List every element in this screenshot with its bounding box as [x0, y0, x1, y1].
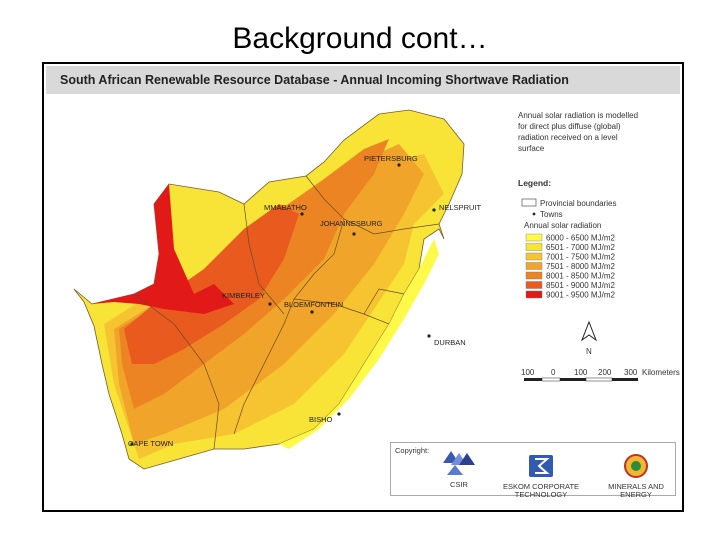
- legend-swatch: [525, 271, 543, 280]
- legend-class-label: 8001 - 8500 MJ/m2: [546, 272, 615, 281]
- town-mmabatho: MMABATHO: [264, 203, 307, 216]
- scale-unit: Kilometers: [642, 368, 680, 377]
- legend-class-row: 8001 - 8500 MJ/m2: [525, 271, 615, 281]
- provincial-boundaries: [133, 175, 440, 450]
- legend-class-row: 6000 - 6500 MJ/m2: [525, 233, 615, 243]
- zone-8501-9000: [124, 204, 299, 364]
- town-cape-town: CAPE TOWN: [128, 439, 173, 448]
- legend-class-label: 6501 - 7000 MJ/m2: [546, 243, 615, 252]
- legend-swatch: [525, 252, 543, 261]
- legend-class-row: 7501 - 8000 MJ/m2: [525, 262, 615, 271]
- legend-swatch: [525, 290, 543, 299]
- north-arrow-icon: N: [580, 320, 598, 356]
- description-line: Annual solar radiation is modelled: [518, 111, 638, 120]
- legend-class-label: 7501 - 8000 MJ/m2: [546, 262, 615, 271]
- description-line: surface: [518, 144, 545, 153]
- org-eskom: ESKOM CORPORATE TECHNOLOGY: [491, 445, 591, 507]
- town-kimberley: KIMBERLEY: [222, 291, 272, 306]
- town-label: BLOEMFONTEIN: [284, 300, 343, 309]
- legend-class-label: 8501 - 9000 MJ/m2: [546, 281, 615, 290]
- scale-tick: 0: [551, 368, 556, 377]
- zone-9001-9500: [92, 184, 234, 314]
- org-name: ESKOM CORPORATE TECHNOLOGY: [502, 482, 580, 499]
- solar-radiation-map: South African Renewable Resource Databas…: [42, 62, 684, 512]
- legend: Legend: Provincial boundaries Towns Annu…: [518, 178, 617, 300]
- legend-swatch: [525, 281, 543, 289]
- town-nelspruit: NELSPRUIT: [432, 203, 482, 212]
- scale-tick: 100: [574, 368, 588, 377]
- map-graphic: [73, 109, 465, 470]
- minerals-energy-logo-icon: [624, 454, 648, 478]
- copyright-box: Copyright: CSIR ESKOM CORPORATE TECHNOLO…: [390, 442, 676, 499]
- legend-provincial-boundaries: Provincial boundaries: [540, 199, 617, 208]
- eskom-logo-icon: [529, 455, 553, 477]
- org-minerals-energy: MINERALS AND ENERGY: [597, 445, 675, 507]
- map-description: Annual solar radiation is modelled for d…: [518, 111, 638, 153]
- town-bisho: BISHO: [309, 412, 341, 424]
- copyright-label: Copyright:: [395, 446, 430, 455]
- org-name: CSIR: [450, 480, 468, 489]
- town-label: BISHO: [309, 415, 333, 424]
- north-label: N: [586, 347, 592, 356]
- legend-class-label: 6000 - 6500 MJ/m2: [546, 234, 615, 243]
- legend-class-row: 8501 - 9000 MJ/m2: [525, 281, 615, 290]
- org-name: MINERALS AND ENERGY: [608, 482, 664, 499]
- town-pietersburg: PIETERSBURG: [364, 154, 418, 167]
- town-label: JOHANNESBURG: [320, 219, 383, 228]
- town-label: CAPE TOWN: [128, 439, 173, 448]
- csir-logo-icon: [443, 451, 475, 475]
- town-johannesburg: JOHANNESBURG: [320, 219, 383, 236]
- scale-tick: 100: [521, 368, 535, 377]
- slide-title: Background cont…: [232, 22, 488, 55]
- town-label: MMABATHO: [264, 203, 307, 212]
- scale-tick: 300: [624, 368, 638, 377]
- scale-tick: 200: [598, 368, 612, 377]
- town-durban: DURBAN: [427, 334, 466, 347]
- legend-swatch: [525, 243, 543, 251]
- description-line: for direct plus diffuse (global): [518, 122, 621, 131]
- legend-class-row: 6501 - 7000 MJ/m2: [525, 243, 615, 252]
- town-label: PIETERSBURG: [364, 154, 418, 163]
- towns-swatch: [532, 212, 536, 216]
- legend-towns: Towns: [540, 210, 563, 219]
- legend-class-label: 9001 - 9500 MJ/m2: [546, 291, 615, 300]
- legend-class-row: 9001 - 9500 MJ/m2: [525, 290, 615, 300]
- scale-bar: 100 0 100 200 300 Kilometers: [521, 368, 680, 382]
- legend-title: Legend:: [518, 178, 551, 188]
- legend-swatch: [525, 233, 543, 242]
- provincial-boundaries-swatch: [521, 198, 537, 207]
- town-layer: PIETERSBURG MMABATHO NELSPRUIT JOHANNESB…: [128, 111, 680, 448]
- town-label: DURBAN: [434, 338, 466, 347]
- legend-class-label: 7001 - 7500 MJ/m2: [546, 253, 615, 262]
- org-csir: CSIR: [435, 445, 483, 489]
- map-header: South African Renewable Resource Databas…: [46, 66, 680, 94]
- legend-radiation-title: Annual solar radiation: [524, 221, 601, 230]
- town-bloemfontein: BLOEMFONTEIN: [284, 300, 343, 314]
- town-label: NELSPRUIT: [439, 203, 482, 212]
- legend-class-row: 7001 - 7500 MJ/m2: [525, 252, 615, 262]
- description-line: radiation received on a level: [518, 133, 618, 142]
- legend-swatch: [525, 262, 543, 270]
- town-label: KIMBERLEY: [222, 291, 265, 300]
